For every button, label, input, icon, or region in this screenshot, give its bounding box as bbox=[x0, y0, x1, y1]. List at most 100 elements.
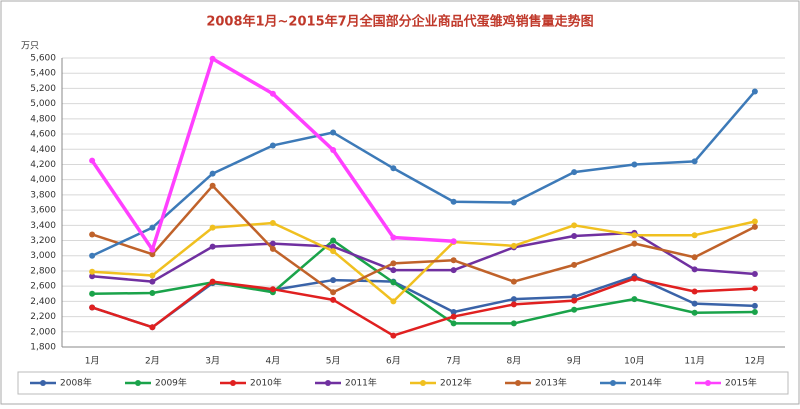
y-tick-label: 3,200 bbox=[30, 236, 56, 246]
data-point bbox=[330, 129, 337, 136]
series-line bbox=[91, 90, 756, 257]
y-tick-label: 2,600 bbox=[30, 282, 56, 292]
legend-marker bbox=[40, 380, 46, 386]
data-point bbox=[149, 290, 156, 297]
data-point bbox=[751, 218, 758, 225]
data-point bbox=[571, 232, 578, 239]
data-point bbox=[269, 90, 276, 97]
data-point bbox=[450, 313, 457, 320]
x-tick-label: 7月 bbox=[446, 356, 461, 367]
legend-marker bbox=[230, 380, 236, 386]
data-point bbox=[269, 286, 276, 293]
x-tick-label: 9月 bbox=[567, 356, 582, 367]
data-point bbox=[209, 243, 216, 250]
data-point bbox=[510, 320, 517, 327]
data-point bbox=[149, 224, 156, 231]
data-point bbox=[89, 290, 96, 297]
legend-label: 2010年 bbox=[250, 377, 282, 389]
x-tick-label: 11月 bbox=[684, 356, 704, 367]
y-tick-label: 1,800 bbox=[30, 343, 56, 353]
data-point bbox=[571, 261, 578, 268]
y-tick-label: 5,600 bbox=[30, 54, 56, 64]
data-point bbox=[390, 267, 397, 274]
data-point bbox=[149, 324, 156, 331]
series-line bbox=[91, 184, 756, 294]
legend-marker bbox=[420, 380, 426, 386]
data-point bbox=[691, 300, 698, 307]
data-point bbox=[751, 223, 758, 230]
data-point bbox=[269, 245, 276, 252]
data-point bbox=[390, 165, 397, 172]
data-point bbox=[149, 251, 156, 258]
legend-label: 2015年 bbox=[725, 377, 757, 389]
y-tick-label: 2,000 bbox=[30, 327, 56, 337]
data-point bbox=[691, 232, 698, 239]
chart-title: 2008年1月~2015年7月全国部分企业商品代蛋雏鸡销售量走势图 bbox=[206, 14, 593, 30]
data-point bbox=[209, 278, 216, 285]
data-point bbox=[450, 257, 457, 264]
x-tick-label: 1月 bbox=[85, 356, 100, 367]
data-point bbox=[510, 199, 517, 206]
data-point bbox=[751, 302, 758, 309]
legend-box bbox=[17, 371, 789, 395]
x-tick-label: 2月 bbox=[145, 356, 160, 367]
y-tick-label: 4,600 bbox=[30, 130, 56, 140]
legend-marker bbox=[610, 380, 616, 386]
data-point bbox=[390, 332, 397, 339]
legend-label: 2014年 bbox=[630, 377, 662, 389]
data-point bbox=[330, 237, 337, 244]
x-tick-label: 6月 bbox=[386, 356, 401, 367]
data-point bbox=[751, 88, 758, 95]
y-tick-label: 3,600 bbox=[30, 206, 56, 216]
data-point bbox=[691, 266, 698, 273]
data-point bbox=[330, 248, 337, 255]
data-point bbox=[89, 231, 96, 238]
data-point bbox=[631, 275, 638, 282]
series-line bbox=[91, 277, 755, 337]
data-point bbox=[631, 161, 638, 168]
data-point bbox=[390, 298, 397, 305]
y-tick-label: 2,400 bbox=[30, 297, 56, 307]
y-tick-label: 3,400 bbox=[30, 221, 56, 231]
x-tick-label: 12月 bbox=[745, 356, 765, 367]
series-line bbox=[92, 220, 756, 303]
legend-marker bbox=[515, 380, 521, 386]
data-point bbox=[89, 157, 96, 164]
data-point bbox=[330, 296, 337, 303]
data-point bbox=[149, 272, 156, 279]
data-point bbox=[390, 260, 397, 267]
y-unit: 万只 bbox=[21, 42, 39, 52]
y-tick-label: 4,400 bbox=[30, 145, 56, 155]
legend-label: 2008年 bbox=[60, 377, 92, 389]
data-point bbox=[89, 268, 96, 275]
y-tick-label: 2,200 bbox=[30, 312, 56, 322]
y-tick-label: 5,400 bbox=[30, 69, 56, 79]
y-tick-label: 5,200 bbox=[30, 84, 56, 94]
x-tick-label: 8月 bbox=[507, 356, 522, 367]
legend-label: 2009年 bbox=[155, 377, 187, 389]
legend-marker bbox=[135, 380, 141, 386]
data-point bbox=[269, 240, 276, 247]
y-tick-label: 2,800 bbox=[30, 266, 56, 276]
data-point bbox=[751, 270, 758, 277]
data-point bbox=[330, 147, 337, 154]
data-point bbox=[510, 301, 517, 308]
data-point bbox=[89, 273, 96, 280]
data-point bbox=[450, 309, 457, 316]
data-point bbox=[89, 304, 96, 311]
data-point bbox=[269, 220, 276, 227]
data-point bbox=[751, 285, 758, 292]
data-point bbox=[571, 297, 578, 304]
x-tick-label: 4月 bbox=[266, 356, 281, 367]
data-point bbox=[330, 277, 337, 284]
data-point bbox=[691, 254, 698, 261]
legend-label: 2011年 bbox=[345, 377, 377, 389]
data-point bbox=[209, 182, 216, 189]
data-point bbox=[510, 242, 517, 249]
data-point bbox=[450, 198, 457, 205]
data-point bbox=[631, 232, 638, 239]
x-tick-label: 3月 bbox=[205, 356, 220, 367]
y-tick-label: 4,000 bbox=[30, 175, 56, 185]
